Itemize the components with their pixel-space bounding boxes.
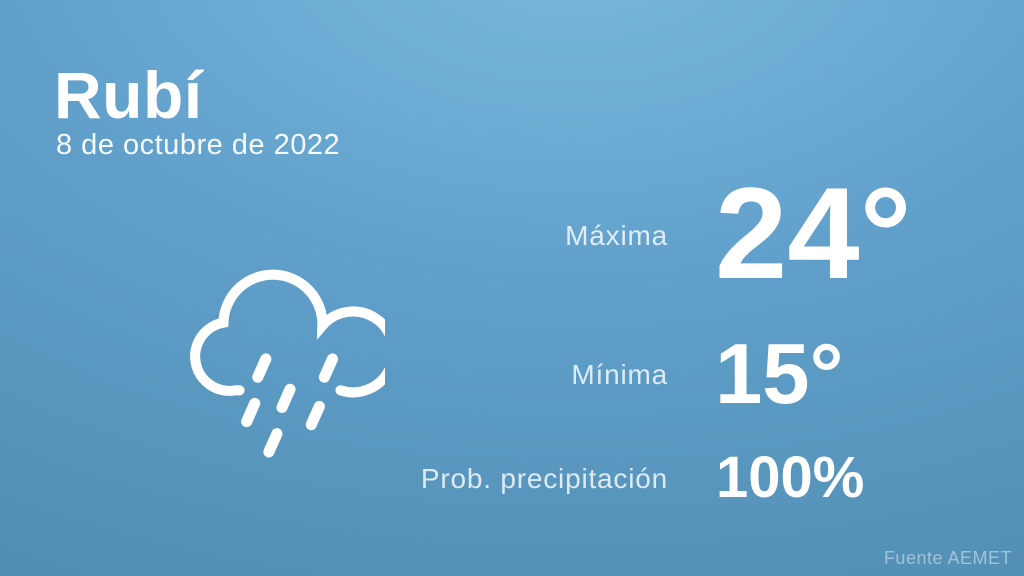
cloud-outline bbox=[190, 269, 385, 398]
date-subtitle: 8 de octubre de 2022 bbox=[56, 129, 341, 161]
min-temp-value: 15° bbox=[715, 327, 844, 422]
source-credit: Fuente AEMET bbox=[883, 548, 1012, 568]
rain-drops bbox=[241, 353, 339, 458]
location-title: Rubí bbox=[54, 58, 203, 132]
precipitation-value: 100% bbox=[716, 445, 865, 510]
precipitation-label: Prob. precipitación bbox=[420, 463, 668, 494]
rain-cloud-icon bbox=[183, 255, 385, 463]
max-temp-label: Máxima bbox=[565, 220, 668, 251]
min-temp-label: Mínima bbox=[571, 359, 668, 390]
max-temp-value: 24° bbox=[715, 160, 912, 306]
